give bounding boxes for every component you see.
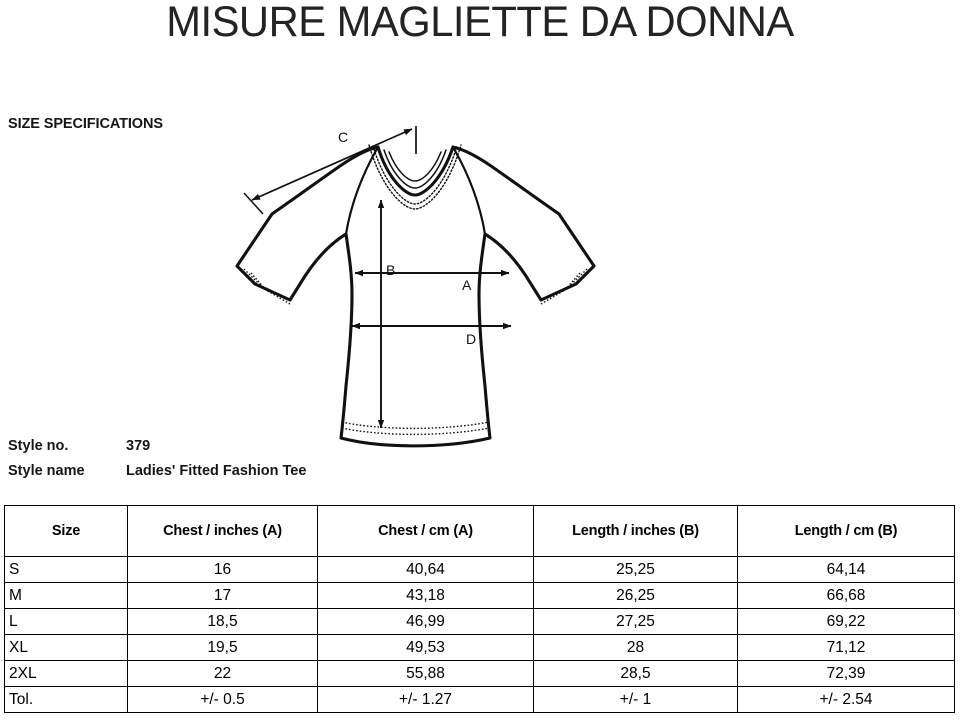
table-row: XL 19,5 49,53 28 71,12 bbox=[4, 634, 955, 661]
style-no-row: Style no. 379 bbox=[8, 434, 306, 459]
cell-chest_cm: 43,18 bbox=[317, 582, 534, 609]
size-specifications-table: Size Chest / inches (A) Chest / cm (A) L… bbox=[4, 505, 955, 713]
cell-chest_cm: 46,99 bbox=[317, 608, 534, 635]
column-header-length-cm: Length / cm (B) bbox=[737, 505, 955, 557]
measure-label-b: B bbox=[386, 262, 395, 278]
cell-length_in: 27,25 bbox=[533, 608, 738, 635]
tshirt-technical-drawing: C B A D bbox=[228, 118, 618, 458]
style-info-block: Style no. 379 Style name Ladies' Fitted … bbox=[8, 434, 306, 484]
column-header-size: Size bbox=[4, 505, 128, 557]
bottom-hem-stitch bbox=[341, 421, 490, 436]
style-no-label: Style no. bbox=[8, 438, 69, 454]
cell-chest_cm: 49,53 bbox=[317, 634, 534, 661]
cell-chest_in: 18,5 bbox=[127, 608, 318, 635]
table-row: L 18,5 46,99 27,25 69,22 bbox=[4, 608, 955, 635]
style-name-label: Style name bbox=[8, 463, 85, 479]
measure-label-a: A bbox=[462, 277, 472, 293]
cell-length_cm: 72,39 bbox=[737, 660, 955, 687]
cell-size: XL bbox=[4, 634, 128, 661]
table-row: Tol. +/- 0.5 +/- 1.27 +/- 1 +/- 2.54 bbox=[4, 686, 955, 713]
cell-size: Tol. bbox=[4, 686, 128, 713]
cell-length_cm: 64,14 bbox=[737, 556, 955, 583]
style-no-value: 379 bbox=[126, 438, 151, 454]
sleeve-cuff-hems bbox=[243, 268, 588, 305]
cell-length_in: +/- 1 bbox=[533, 686, 738, 713]
cell-size: M bbox=[4, 582, 128, 609]
cell-length_in: 25,25 bbox=[533, 556, 738, 583]
cell-chest_cm: 55,88 bbox=[317, 660, 534, 687]
table-row: M 17 43,18 26,25 66,68 bbox=[4, 582, 955, 609]
cell-chest_in: 17 bbox=[127, 582, 318, 609]
table-header-row: Size Chest / inches (A) Chest / cm (A) L… bbox=[4, 505, 955, 557]
column-header-length-in: Length / inches (B) bbox=[533, 505, 738, 557]
cell-length_cm: 69,22 bbox=[737, 608, 955, 635]
cell-length_cm: 66,68 bbox=[737, 582, 955, 609]
cell-size: L bbox=[4, 608, 128, 635]
measure-c-arrow bbox=[243, 126, 417, 215]
cell-length_cm: 71,12 bbox=[737, 634, 955, 661]
cell-length_in: 28,5 bbox=[533, 660, 738, 687]
column-header-chest-in: Chest / inches (A) bbox=[127, 505, 318, 557]
cell-length_in: 26,25 bbox=[533, 582, 738, 609]
size-specifications-heading: SIZE SPECIFICATIONS bbox=[8, 116, 163, 132]
collar bbox=[368, 144, 462, 210]
measure-label-d: D bbox=[466, 331, 476, 347]
table-row: 2XL 22 55,88 28,5 72,39 bbox=[4, 660, 955, 687]
cell-chest_in: 19,5 bbox=[127, 634, 318, 661]
style-name-row: Style name Ladies' Fitted Fashion Tee bbox=[8, 459, 306, 484]
style-name-value: Ladies' Fitted Fashion Tee bbox=[126, 463, 307, 479]
cell-size: 2XL bbox=[4, 660, 128, 687]
table-body: S 16 40,64 25,25 64,14 M 17 43,18 26,25 66,68 L 18,… bbox=[4, 556, 955, 713]
cell-chest_cm: +/- 1.27 bbox=[317, 686, 534, 713]
measure-label-c: C bbox=[338, 129, 348, 145]
tshirt-outline bbox=[235, 145, 596, 448]
page-title: MISURE MAGLIETTE DA DONNA bbox=[166, 0, 794, 46]
cell-chest_in: +/- 0.5 bbox=[127, 686, 318, 713]
cell-chest_in: 16 bbox=[127, 556, 318, 583]
cell-size: S bbox=[4, 556, 128, 583]
cell-length_cm: +/- 2.54 bbox=[737, 686, 955, 713]
column-header-chest-cm: Chest / cm (A) bbox=[317, 505, 534, 557]
cell-length_in: 28 bbox=[533, 634, 738, 661]
shoulder-seams bbox=[344, 145, 487, 236]
cell-chest_in: 22 bbox=[127, 660, 318, 687]
table-row: S 16 40,64 25,25 64,14 bbox=[4, 556, 955, 583]
cell-chest_cm: 40,64 bbox=[317, 556, 534, 583]
